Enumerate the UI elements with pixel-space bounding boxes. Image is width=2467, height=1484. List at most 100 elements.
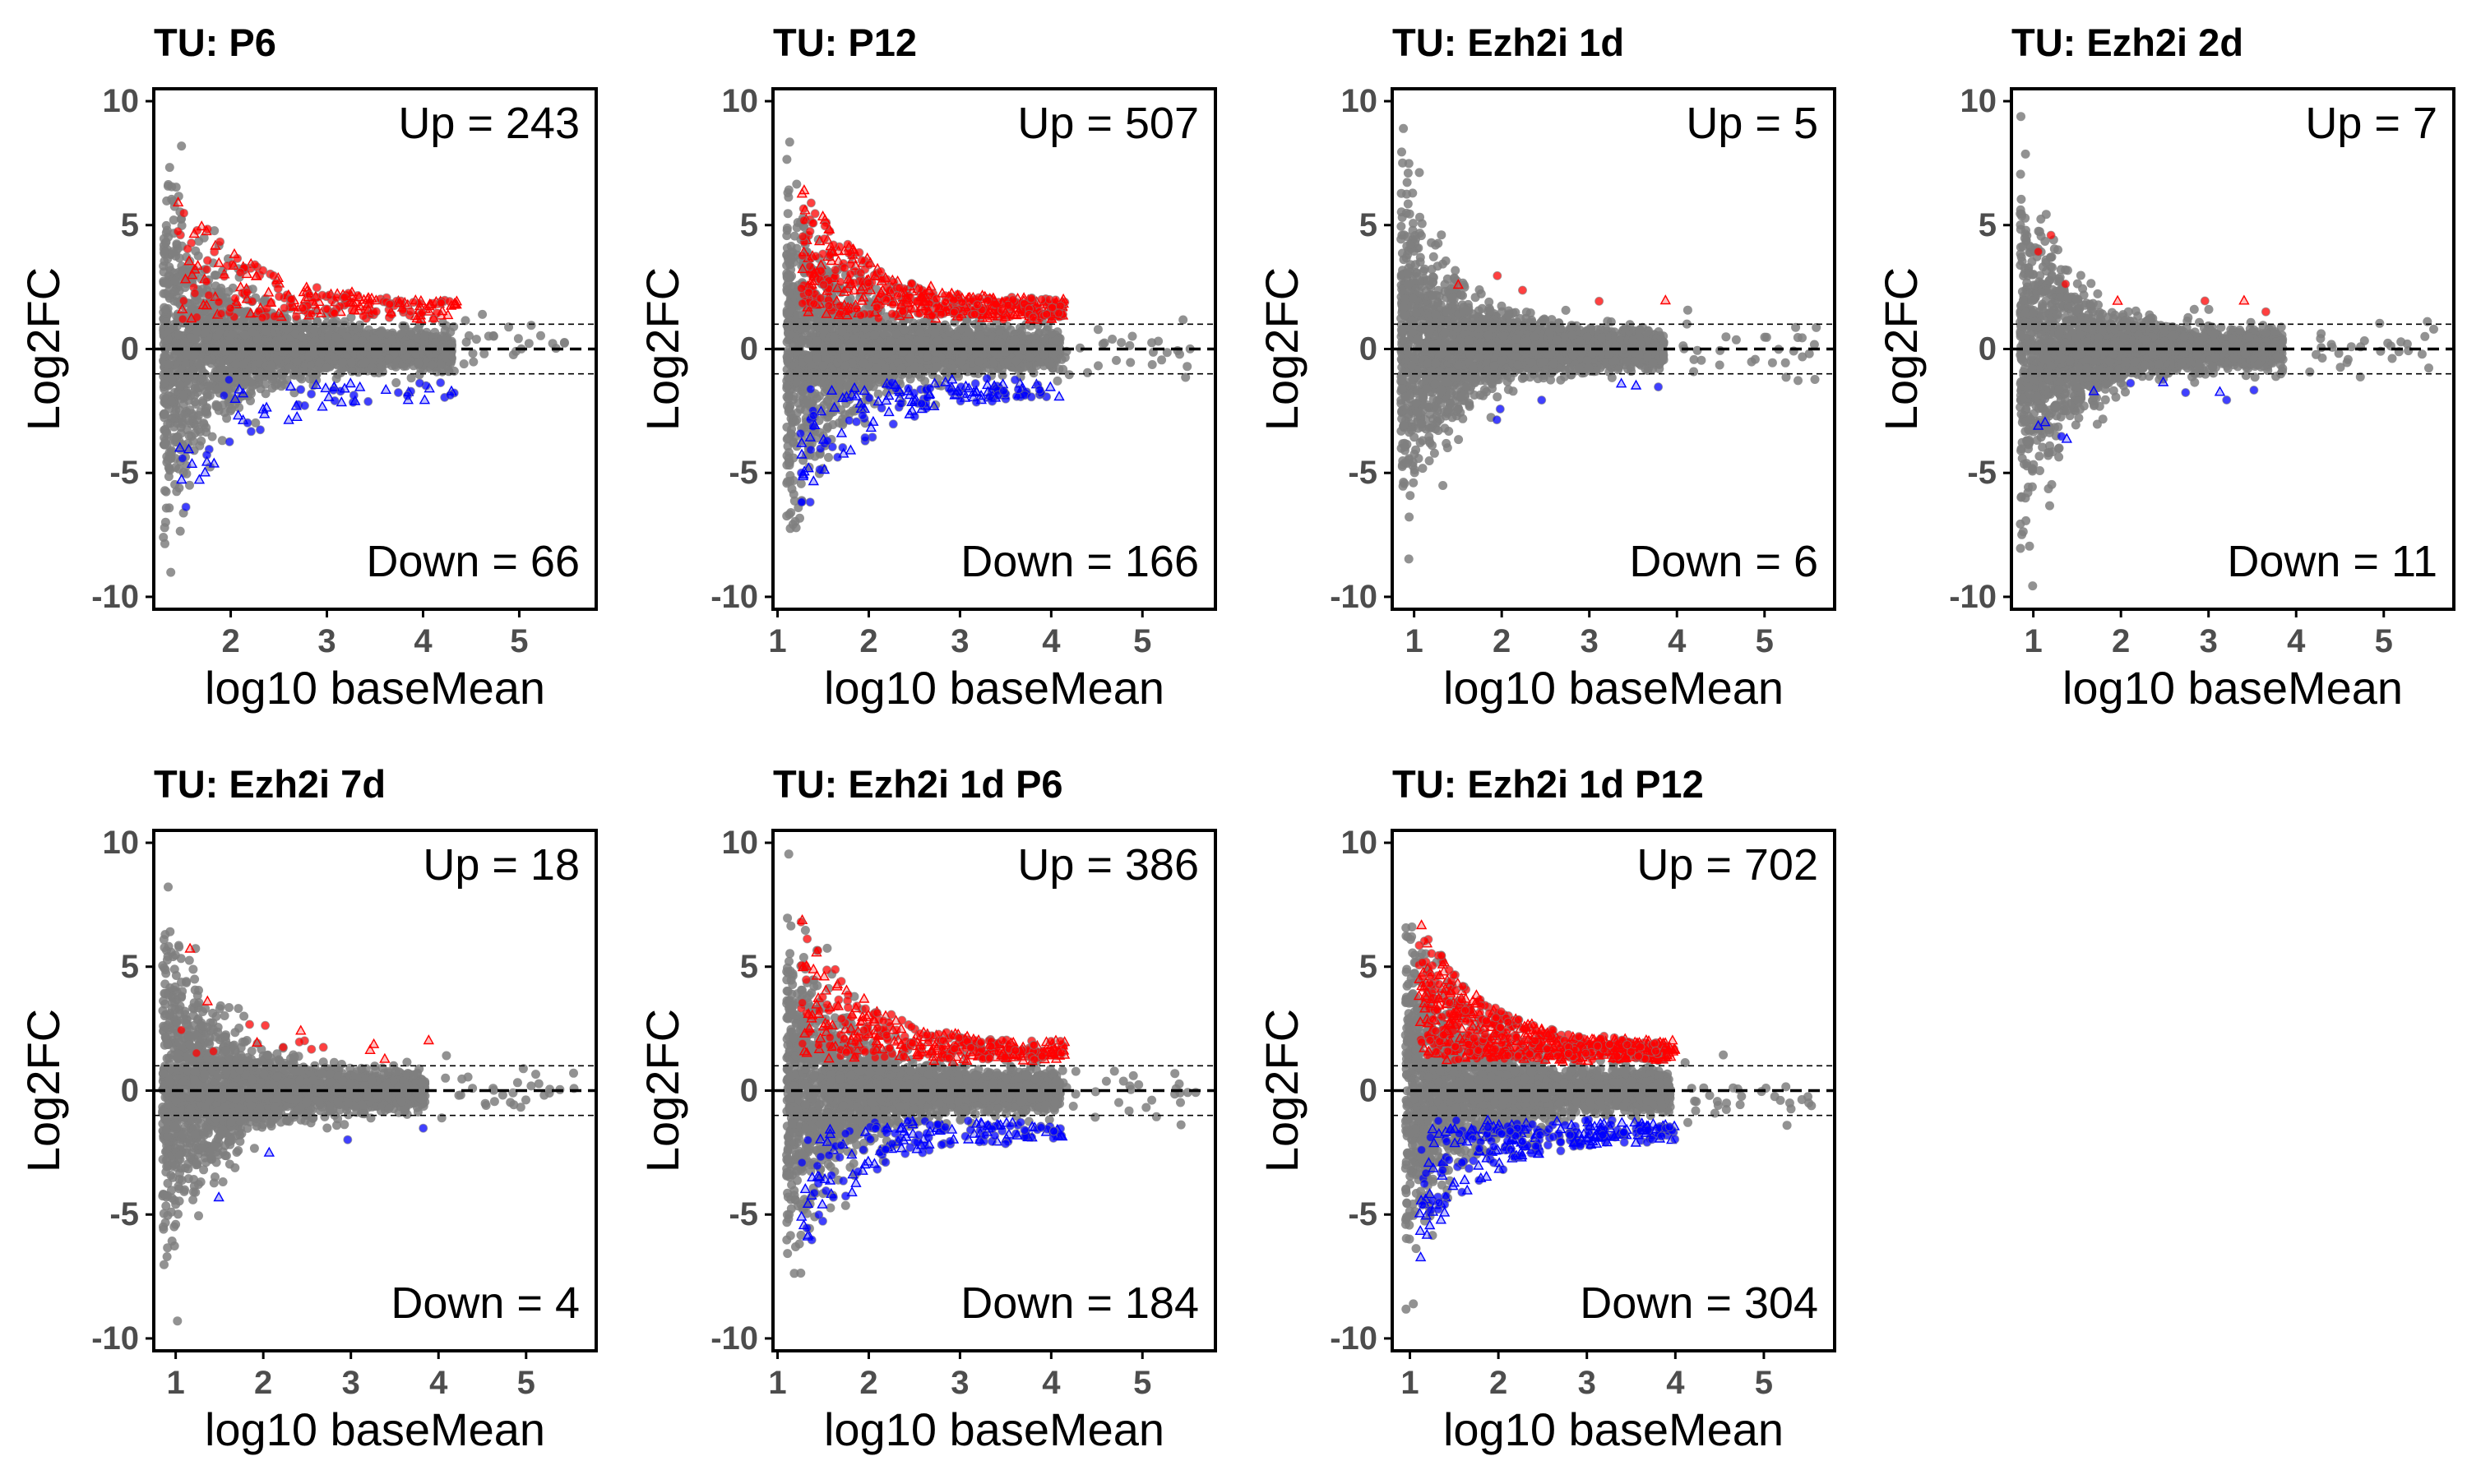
ns-point: [824, 453, 833, 462]
ns-point: [782, 155, 791, 164]
ns-point: [204, 381, 213, 391]
ns-point: [302, 322, 311, 331]
up-point: [312, 284, 321, 292]
ns-point: [172, 487, 181, 496]
up-point: [372, 307, 380, 316]
ns-point: [509, 350, 518, 359]
ns-point: [200, 329, 209, 338]
up-point: [308, 310, 316, 318]
ns-point: [384, 354, 393, 363]
ns-point: [792, 523, 801, 532]
up-point: [230, 249, 239, 257]
ns-point: [194, 383, 203, 392]
ns-point: [322, 363, 331, 372]
ns-point: [220, 408, 229, 417]
ns-point: [203, 356, 212, 365]
down-point: [364, 397, 373, 405]
up-point: [180, 209, 188, 217]
ns-point: [176, 381, 185, 391]
ns-point: [407, 373, 416, 382]
ns-point: [268, 376, 277, 385]
ns-point: [182, 469, 191, 478]
ns-point: [162, 504, 171, 513]
down-point: [203, 451, 211, 459]
y-tick-label: 0: [121, 331, 139, 368]
ns-point: [206, 391, 215, 400]
ns-point: [293, 357, 302, 366]
ns-point: [191, 247, 200, 256]
ns-point: [298, 332, 307, 341]
y-tick-label: -10: [91, 579, 139, 615]
ns-point: [184, 379, 193, 388]
ns-point: [234, 403, 243, 412]
up-point: [264, 288, 273, 296]
ns-point: [462, 338, 471, 347]
up-point: [220, 272, 229, 280]
ns-point: [184, 368, 193, 377]
up-point: [280, 304, 289, 312]
ns-point: [792, 180, 801, 189]
up-point: [406, 307, 414, 316]
down-point: [322, 384, 331, 392]
points-layer: [159, 141, 569, 577]
ns-point: [262, 326, 271, 335]
ns-point: [164, 262, 174, 271]
x-tick-label: 2: [221, 623, 239, 659]
ns-point: [239, 372, 248, 381]
down-point: [257, 426, 265, 434]
ns-point: [231, 360, 240, 369]
ns-point: [420, 331, 429, 340]
down-point: [415, 379, 424, 387]
x-tick-label: 3: [317, 623, 336, 659]
up-point: [174, 228, 182, 236]
x-tick-label: 5: [510, 623, 528, 659]
ns-point: [177, 261, 186, 270]
ns-point: [479, 349, 488, 358]
x-tick-label: 4: [414, 623, 433, 659]
ns-point: [167, 183, 176, 192]
down-point: [297, 386, 305, 394]
ns-point: [201, 343, 211, 352]
ns-point: [194, 411, 203, 420]
up-point: [215, 298, 223, 306]
y-tick-label: -5: [109, 455, 139, 491]
ns-point: [252, 351, 261, 360]
up-point: [429, 315, 437, 323]
ns-point: [478, 310, 487, 319]
ns-point: [211, 270, 220, 280]
panel-title: TU: P6: [154, 21, 276, 64]
up-point: [203, 257, 211, 265]
down-count-label: Down = 66: [366, 537, 580, 586]
ns-point: [797, 479, 806, 488]
down-point: [225, 437, 234, 446]
ns-point: [190, 298, 199, 307]
ns-point: [166, 568, 175, 577]
up-point: [202, 277, 211, 285]
up-point: [236, 268, 244, 276]
ns-point: [370, 368, 379, 377]
up-point: [410, 298, 418, 307]
up-point: [274, 284, 282, 293]
ns-point: [183, 351, 192, 360]
ns-point: [391, 378, 400, 387]
ns-point: [792, 416, 801, 425]
ns-points: [782, 137, 1194, 533]
ns-point: [359, 358, 368, 368]
y-tick-label: 10: [103, 83, 140, 119]
up-point: [205, 291, 213, 299]
ns-point: [179, 391, 188, 400]
ns-point: [909, 318, 918, 327]
ns-point: [191, 335, 200, 344]
ns-point: [197, 373, 206, 382]
down-point: [285, 415, 294, 423]
down-point: [220, 391, 228, 400]
ns-point: [472, 335, 481, 344]
ns-point: [262, 389, 271, 398]
ns-point: [174, 465, 183, 474]
ns-point: [246, 396, 255, 405]
down-point: [301, 401, 309, 409]
ns-points: [159, 141, 569, 577]
ns-point: [246, 386, 255, 395]
ns-point: [800, 315, 809, 324]
